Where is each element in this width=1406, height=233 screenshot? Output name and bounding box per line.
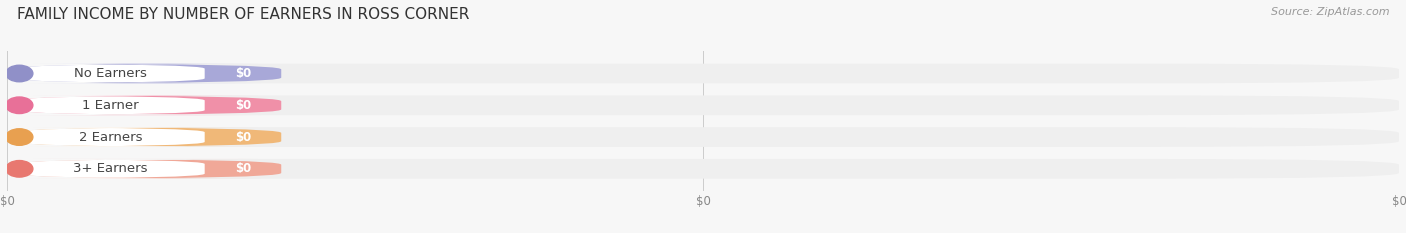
Ellipse shape (6, 65, 32, 82)
FancyBboxPatch shape (7, 96, 1399, 115)
FancyBboxPatch shape (0, 127, 225, 147)
Text: $0: $0 (235, 67, 252, 80)
FancyBboxPatch shape (7, 159, 1399, 179)
Ellipse shape (6, 129, 32, 145)
FancyBboxPatch shape (10, 127, 281, 147)
FancyBboxPatch shape (10, 96, 281, 115)
Text: Source: ZipAtlas.com: Source: ZipAtlas.com (1271, 7, 1389, 17)
Ellipse shape (6, 161, 32, 177)
FancyBboxPatch shape (7, 127, 1399, 147)
FancyBboxPatch shape (0, 96, 225, 115)
Ellipse shape (6, 97, 32, 113)
Text: $0: $0 (235, 162, 252, 175)
FancyBboxPatch shape (10, 64, 281, 83)
Text: FAMILY INCOME BY NUMBER OF EARNERS IN ROSS CORNER: FAMILY INCOME BY NUMBER OF EARNERS IN RO… (17, 7, 470, 22)
FancyBboxPatch shape (10, 159, 281, 179)
Text: 2 Earners: 2 Earners (79, 130, 142, 144)
Text: $0: $0 (235, 99, 252, 112)
Text: 3+ Earners: 3+ Earners (73, 162, 148, 175)
FancyBboxPatch shape (0, 64, 225, 83)
FancyBboxPatch shape (0, 159, 225, 178)
Text: $0: $0 (235, 130, 252, 144)
FancyBboxPatch shape (7, 64, 1399, 83)
Text: No Earners: No Earners (75, 67, 148, 80)
Text: 1 Earner: 1 Earner (83, 99, 139, 112)
